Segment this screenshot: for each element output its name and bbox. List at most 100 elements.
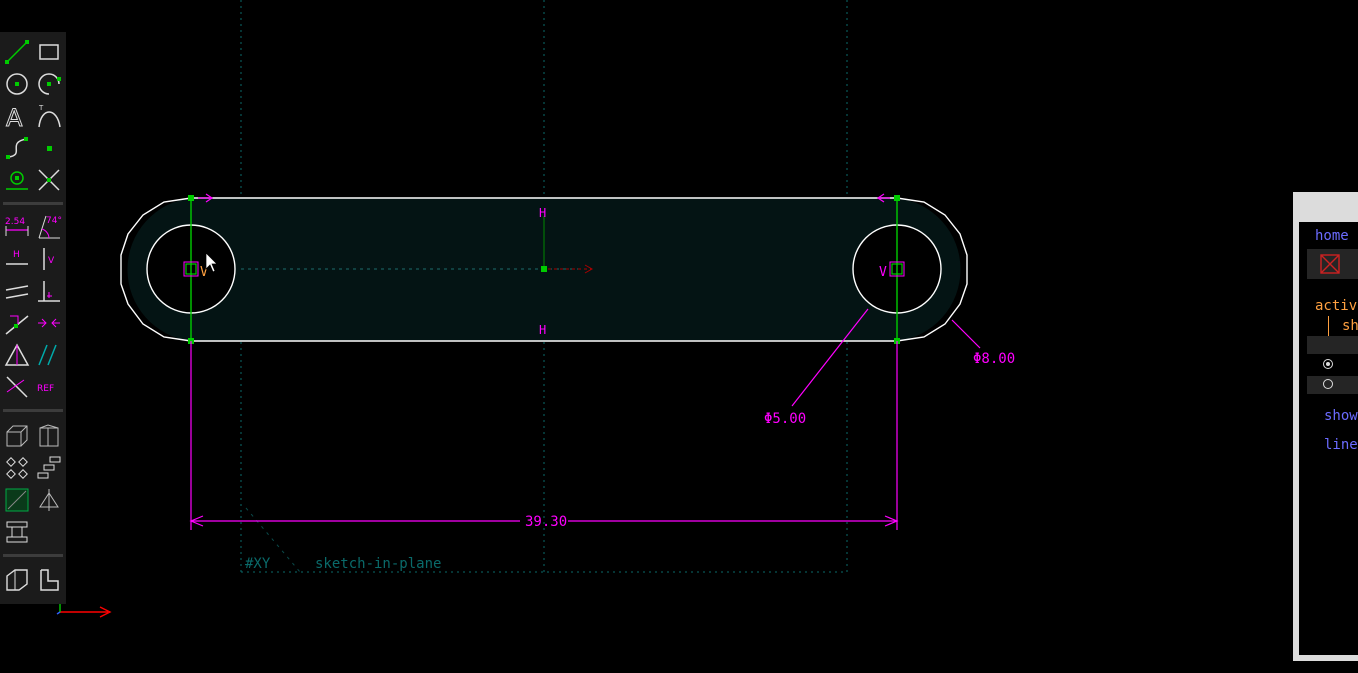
right-center-point[interactable] (891, 263, 903, 275)
vertical-icon: V (43, 248, 55, 270)
bezier-icon (6, 137, 28, 159)
workplane-label: #XY (245, 556, 271, 572)
circle-icon (6, 73, 28, 95)
outer-diameter-label[interactable]: Φ8.00 (973, 351, 1015, 367)
sh-label: sh (1342, 318, 1358, 334)
vertical-constraint-right: V (879, 265, 887, 280)
length-dimension[interactable] (189, 341, 899, 530)
distance-constraint-tool[interactable]: 2.54 (3, 213, 31, 241)
split-icon (38, 169, 60, 191)
lathe-tool[interactable] (3, 486, 31, 514)
inner-diameter-label[interactable]: Φ5.00 (764, 411, 806, 427)
active-label: activ (1315, 298, 1358, 314)
point-icon (47, 146, 52, 151)
outer-profile[interactable] (120, 197, 968, 342)
svg-text:2.54: 2.54 (5, 217, 25, 227)
radio-selected[interactable] (1323, 359, 1333, 369)
horizontal-constraint-bottom: H (539, 323, 546, 337)
other-angle-icon (6, 376, 28, 398)
distance-icon: 2.54 (5, 217, 29, 236)
sketch-in-3d-icon (39, 424, 59, 447)
reference-icon: REF (37, 384, 54, 394)
hidden-icon[interactable] (1319, 253, 1341, 275)
helix-tool[interactable] (3, 518, 31, 546)
step-rotate-tool[interactable] (3, 454, 31, 482)
point-on-curve-tool[interactable] (3, 309, 31, 337)
radio-unselected[interactable] (1323, 379, 1333, 389)
point-tool[interactable] (35, 134, 63, 162)
other-supplementary-tool[interactable] (3, 373, 31, 401)
revolve-icon (39, 489, 59, 511)
angle-constraint-tool[interactable]: 74° (35, 213, 63, 241)
revolve-tool[interactable] (35, 486, 63, 514)
tangent-arc-icon: T (38, 104, 61, 128)
ortho-view-tool[interactable] (35, 566, 63, 594)
mouse-cursor (205, 252, 218, 273)
text-window[interactable]: home activ sh show line (1300, 222, 1358, 654)
home-link[interactable]: home (1315, 228, 1349, 244)
translate-icon (37, 456, 61, 479)
parallel-constraint-tool[interactable] (3, 277, 31, 305)
toolbar: A T 2.54 74° H V (0, 32, 66, 604)
extrude-icon (6, 425, 28, 447)
parallel-icon (5, 285, 29, 299)
reference-toggle-tool[interactable]: REF (35, 373, 63, 401)
circle-tool[interactable] (3, 70, 31, 98)
inner-diameter-leader (791, 308, 869, 407)
arc-icon (38, 73, 61, 95)
coincident-constraint-tool[interactable] (35, 309, 63, 337)
svg-text:H: H (13, 250, 20, 260)
tree-row (1307, 336, 1358, 354)
helix-icon (6, 521, 28, 543)
same-orientation-icon (38, 344, 57, 366)
bezier-tool[interactable] (3, 134, 31, 162)
tree-connector (1328, 316, 1329, 352)
text-icon: A (6, 104, 24, 133)
new-group-3d-tool[interactable] (3, 422, 31, 450)
rotate-icon (6, 457, 28, 479)
group-visibility-row (1307, 249, 1358, 279)
rectangle-tool[interactable] (35, 38, 63, 66)
split-curves-tool[interactable] (35, 166, 63, 194)
left-center-constraint-box (183, 261, 199, 277)
text-tool[interactable]: A (3, 102, 31, 133)
horizontal-icon: H (6, 250, 28, 265)
right-center-constraint-box (889, 261, 905, 277)
step-translate-tool[interactable] (35, 454, 63, 482)
origin-axes-icon (56, 604, 112, 618)
svg-text:74°: 74° (46, 216, 62, 226)
left-center-point[interactable] (185, 263, 197, 275)
line-segment-tool[interactable] (3, 38, 31, 66)
tangent-arrows (198, 193, 890, 203)
vertical-constraint-left: V (200, 265, 208, 280)
outer-diameter-leader (951, 319, 981, 349)
coincident-icon (38, 318, 60, 328)
length-dimension-label[interactable]: 39.30 (525, 514, 567, 530)
import-tool[interactable] (3, 566, 31, 594)
perpendicular-constraint-tool[interactable] (35, 277, 63, 305)
angle-icon: 74° (38, 215, 62, 239)
same-orientation-tool[interactable] (35, 341, 63, 369)
line-segment-icon (5, 40, 29, 64)
arc-tool[interactable] (35, 70, 63, 98)
symmetric-icon (4, 343, 30, 366)
workplane-diagonal (245, 507, 301, 573)
tangent-arc-tool[interactable]: T (35, 102, 63, 130)
svg-text:A: A (6, 104, 23, 132)
show-link[interactable]: show (1324, 408, 1358, 424)
svg-text:T: T (38, 104, 44, 112)
ortho-view-icon (40, 569, 59, 591)
workplane-tool[interactable] (3, 166, 31, 194)
svg-text:REF: REF (37, 384, 54, 394)
line-link[interactable]: line (1324, 437, 1358, 453)
vertical-constraint-tool[interactable]: V (35, 245, 63, 273)
lathe-icon (5, 488, 29, 512)
symmetric-constraint-tool[interactable] (3, 341, 31, 369)
new-group-workplane-tool[interactable] (35, 422, 63, 450)
rectangle-icon (39, 44, 59, 60)
import-icon (6, 569, 28, 591)
workplane-icon (6, 171, 28, 190)
horizontal-constraint-tool[interactable]: H (3, 245, 31, 273)
perpendicular-icon (38, 281, 60, 302)
